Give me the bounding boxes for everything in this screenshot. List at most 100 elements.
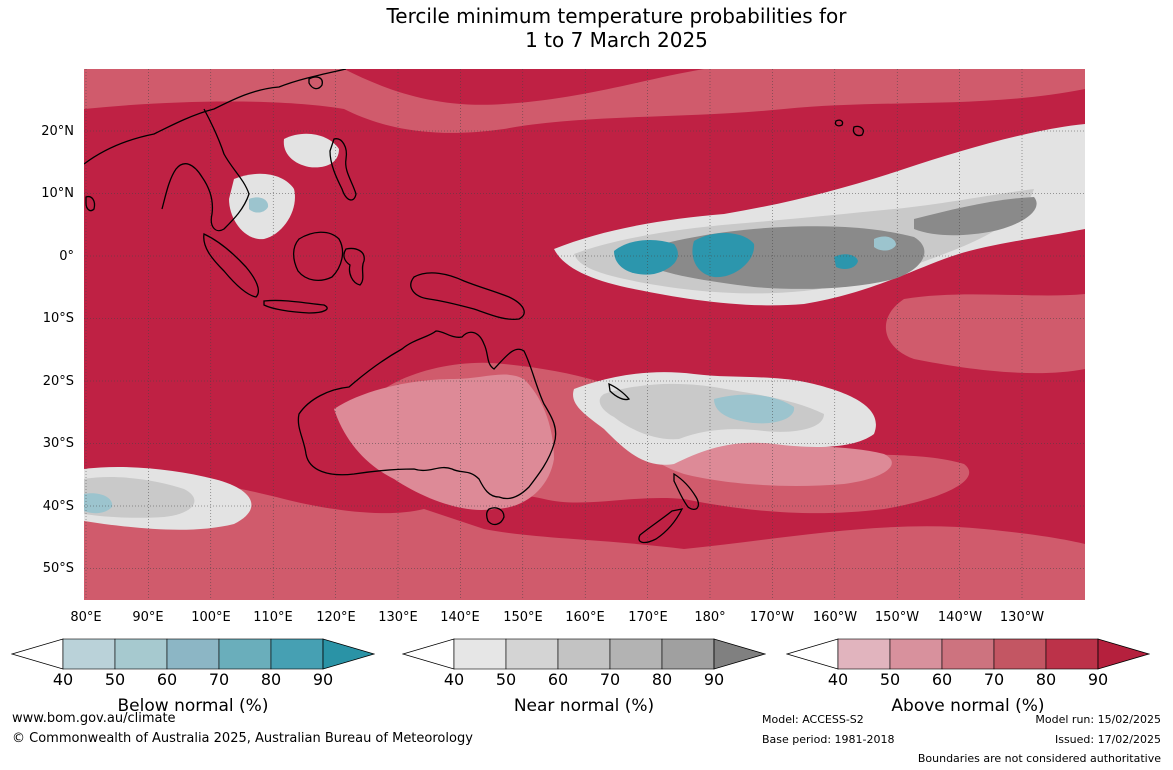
below-high-patch-center [692,233,755,278]
tick-label: 90 [312,670,334,689]
colorbar-swatch [889,638,943,670]
near-low-philippines [283,133,339,168]
map-canvas [84,69,1085,600]
colorbar-triangle-high [713,638,766,670]
coastline-tasmania [485,507,505,526]
colorbar-above-normal [786,638,1150,670]
colorbar-triangle-high [1097,638,1150,670]
footer-model-run: Model run: 15/02/2025 [1035,713,1161,726]
tick-label: 90 [1087,670,1109,689]
tick-label: 50 [879,670,901,689]
lon-label-100e: 100°E [191,610,231,625]
coastline-japan [308,76,323,90]
lon-label-160w: 160°W [812,610,858,625]
coastlines [84,69,864,544]
tick-label: 50 [104,670,126,689]
lat-label-30s: 30°S [42,436,74,451]
tick-label: 40 [52,670,74,689]
lon-label-80e: 80°E [70,610,102,625]
tick-label: 50 [495,670,517,689]
lon-label-160e: 160°E [565,610,605,625]
coastline-java [263,299,328,314]
near-high-east [914,197,1037,236]
coastline-sulawesi [343,247,365,286]
tick-label: 70 [983,670,1005,689]
tick-label: 90 [703,670,725,689]
coastline-australia [297,330,557,500]
lon-label-150w: 150°W [874,610,920,625]
lat-label-10s: 10°S [42,311,74,326]
coastline-sri-lanka [85,195,96,212]
footer-url[interactable]: www.bom.gov.au/climate [12,711,176,726]
tick-label: 60 [156,670,178,689]
colorbar-swatch [270,638,324,670]
coastline-sumatra [203,233,260,298]
tick-label: 80 [1035,670,1057,689]
coastline-new-zealand-south [638,508,684,544]
colorbar-above-title: Above normal (%) [891,696,1045,716]
colorbar-swatch [62,638,116,670]
tick-label: 70 [599,670,621,689]
colorbar-swatch [114,638,168,670]
lon-label-140e: 140°E [440,610,480,625]
graticule [84,69,1085,600]
lat-label-20n: 20°N [41,124,74,139]
coastline-borneo [292,231,344,282]
tick-label: 60 [931,670,953,689]
tick-label: 60 [547,670,569,689]
lat-label-50s: 50°S [42,561,74,576]
colorbar-swatch [609,638,663,670]
coastline-new-guinea [410,272,525,320]
footer-copyright: © Commonwealth of Australia 2025, Austra… [12,731,473,746]
colorbar-swatch [505,638,559,670]
colorbar-swatch [941,638,995,670]
lon-label-120e: 120°E [316,610,356,625]
footer-issued: Issued: 17/02/2025 [1054,733,1161,746]
tick-label: 80 [260,670,282,689]
colorbar-below-title: Below normal (%) [117,696,269,716]
lat-label-equator: 0° [59,249,74,264]
title-line-1: Tercile minimum temperature probabilitie… [386,4,847,28]
above-mid-east [885,294,1085,374]
lon-label-90e: 90°E [132,610,164,625]
lon-label-150e: 150°E [503,610,543,625]
footer-model: Model: ACCESS-S2 [762,713,864,726]
lon-label-140w: 140°W [937,610,983,625]
lon-label-170w: 170°W [749,610,795,625]
coastline-new-zealand-north [673,472,700,511]
colorbar-swatch [661,638,715,670]
coastline-new-caledonia [608,382,631,401]
below-low-south-china-sea [249,197,269,213]
coastline-hawaii [834,119,864,137]
coastline-asia [84,69,347,232]
tick-label: 40 [443,670,465,689]
colorbar-near-normal [402,638,766,670]
near-mid-southwest [84,477,195,518]
lat-label-10n: 10°N [41,186,74,201]
colorbar-swatch [453,638,507,670]
title-line-2: 1 to 7 March 2025 [525,28,708,52]
colorbar-triangle-low [11,638,64,670]
coastline-philippines [329,138,357,201]
colorbar-swatch [166,638,220,670]
lat-label-20s: 20°S [42,374,74,389]
probability-map [84,69,1085,600]
colorbar-below-normal [11,638,375,670]
colorbar-near-normal-swatches [402,638,766,670]
colorbar-below-normal-swatches [11,638,375,670]
lon-label-110e: 110°E [253,610,293,625]
lon-label-170e: 170°E [628,610,668,625]
lon-label-130e: 130°E [378,610,418,625]
below-low-patch-ne [874,236,896,251]
above-mid-band-south [84,478,1085,600]
colorbar-triangle-low [786,638,839,670]
below-low-southwest [84,493,113,514]
below-high-patch-west [614,239,678,275]
below-high-patch-east [834,254,858,269]
colorbar-triangle-high [322,638,375,670]
colorbar-near-title: Near normal (%) [513,696,655,716]
map-title: Tercile minimum temperature probabilitie… [300,4,933,52]
colorbar-swatch [218,638,272,670]
lon-label-180: 180° [694,610,726,625]
lat-label-40s: 40°S [42,499,74,514]
